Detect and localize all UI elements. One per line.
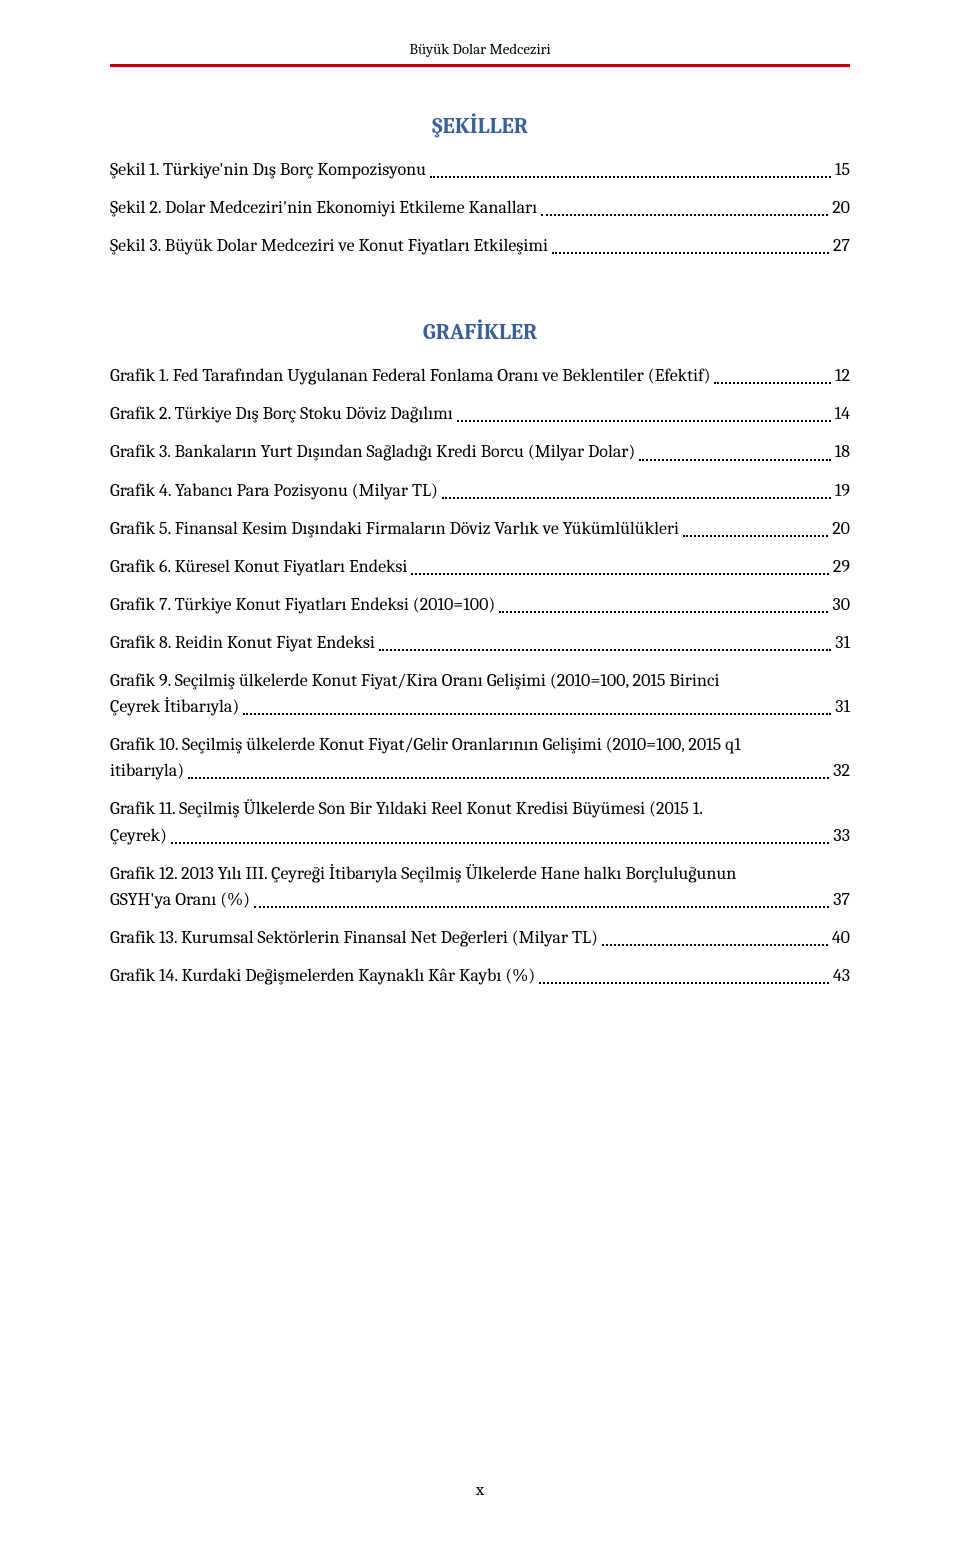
- toc-entry: Grafik 13. Kurumsal Sektörlerin Finansal…: [110, 925, 850, 951]
- toc-entry: Grafik 12. 2013 Yılı III. Çeyreği İtibar…: [110, 861, 850, 913]
- toc-entry: Grafik 8. Reidin Konut Fiyat Endeksi 31: [110, 630, 850, 656]
- toc-leader-dots: [243, 713, 831, 715]
- toc-entry-page: 40: [832, 925, 850, 951]
- toc-entry-text: Şekil 3. Büyük Dolar Medceziri ve Konut …: [110, 233, 548, 259]
- page-number: x: [0, 1481, 960, 1500]
- toc-leader-dots: [639, 459, 830, 461]
- toc-entry-text: Çeyrek İtibarıyla): [110, 694, 239, 720]
- toc-entry-text: itibarıyla): [110, 758, 184, 784]
- toc-entry-text: Grafik 4. Yabancı Para Pozisyonu (Milyar…: [110, 478, 438, 504]
- toc-entry-text: Grafik 10. Seçilmiş ülkelerde Konut Fiya…: [110, 732, 850, 758]
- toc-entry: Grafik 4. Yabancı Para Pozisyonu (Milyar…: [110, 478, 850, 504]
- toc-leader-dots: [430, 176, 831, 178]
- toc-entry-text: Grafik 7. Türkiye Konut Fiyatları Endeks…: [110, 592, 495, 618]
- toc-entry: Şekil 1. Türkiye'nin Dış Borç Kompozisyo…: [110, 157, 850, 183]
- toc-entry: Grafik 5. Finansal Kesim Dışındaki Firma…: [110, 516, 850, 542]
- toc-entry: Grafik 3. Bankaların Yurt Dışından Sağla…: [110, 439, 850, 465]
- toc-entry: Şekil 3. Büyük Dolar Medceziri ve Konut …: [110, 233, 850, 259]
- toc-leader-dots: [411, 573, 829, 575]
- toc-entry-page: 20: [832, 195, 850, 221]
- toc-entry-page: 12: [835, 363, 850, 389]
- toc-grafikler: Grafik 1. Fed Tarafından Uygulanan Feder…: [110, 363, 850, 989]
- toc-entry-page: 32: [833, 758, 850, 784]
- toc-leader-dots: [539, 982, 829, 984]
- toc-entry-page: 31: [835, 630, 850, 656]
- toc-entry-page: 31: [835, 694, 850, 720]
- toc-entry-text: Şekil 2. Dolar Medceziri'nin Ekonomiyi E…: [110, 195, 537, 221]
- section-title-grafikler: GRAFİKLER: [110, 319, 850, 345]
- toc-leader-dots: [602, 944, 828, 946]
- toc-leader-dots: [254, 906, 829, 908]
- toc-entry-text: Grafik 9. Seçilmiş ülkelerde Konut Fiyat…: [110, 668, 850, 694]
- toc-entry-page: 30: [832, 592, 850, 618]
- toc-entry-text: Grafik 13. Kurumsal Sektörlerin Finansal…: [110, 925, 598, 951]
- toc-entry-text: Grafik 6. Küresel Konut Fiyatları Endeks…: [110, 554, 407, 580]
- toc-leader-dots: [714, 382, 831, 384]
- toc-leader-dots: [683, 535, 828, 537]
- toc-entry-page: 29: [833, 554, 850, 580]
- toc-entry-page: 19: [835, 478, 850, 504]
- toc-entry-text: Grafik 11. Seçilmiş Ülkelerde Son Bir Yı…: [110, 796, 850, 822]
- running-head: Büyük Dolar Medceziri: [110, 40, 850, 58]
- toc-leader-dots: [552, 252, 829, 254]
- toc-entry-page: 14: [835, 401, 850, 427]
- toc-entry-page: 33: [833, 823, 850, 849]
- toc-entry-text: Grafik 14. Kurdaki Değişmelerden Kaynakl…: [110, 963, 535, 989]
- toc-entry: Grafik 2. Türkiye Dış Borç Stoku Döviz D…: [110, 401, 850, 427]
- toc-leader-dots: [457, 420, 831, 422]
- toc-entry-page: 27: [833, 233, 850, 259]
- toc-entry-text: Grafik 8. Reidin Konut Fiyat Endeksi: [110, 630, 375, 656]
- toc-sekiller: Şekil 1. Türkiye'nin Dış Borç Kompozisyo…: [110, 157, 850, 259]
- toc-leader-dots: [379, 649, 831, 651]
- toc-entry-text: Grafik 2. Türkiye Dış Borç Stoku Döviz D…: [110, 401, 453, 427]
- section-title-sekiller: ŞEKİLLER: [110, 113, 850, 139]
- toc-entry: Grafik 10. Seçilmiş ülkelerde Konut Fiya…: [110, 732, 850, 784]
- header-rule: [110, 64, 850, 67]
- toc-entry-page: 20: [832, 516, 850, 542]
- toc-entry: Grafik 14. Kurdaki Değişmelerden Kaynakl…: [110, 963, 850, 989]
- toc-entry: Grafik 11. Seçilmiş Ülkelerde Son Bir Yı…: [110, 796, 850, 848]
- toc-entry: Grafik 6. Küresel Konut Fiyatları Endeks…: [110, 554, 850, 580]
- toc-entry-text: Şekil 1. Türkiye'nin Dış Borç Kompozisyo…: [110, 157, 426, 183]
- toc-entry: Grafik 7. Türkiye Konut Fiyatları Endeks…: [110, 592, 850, 618]
- toc-entry-text: Grafik 3. Bankaların Yurt Dışından Sağla…: [110, 439, 635, 465]
- toc-entry-text: Grafik 1. Fed Tarafından Uygulanan Feder…: [110, 363, 710, 389]
- toc-entry-text: GSYH'ya Oranı (%): [110, 887, 250, 913]
- toc-entry-page: 37: [833, 887, 850, 913]
- toc-entry: Grafik 9. Seçilmiş ülkelerde Konut Fiyat…: [110, 668, 850, 720]
- toc-entry-text: Grafik 5. Finansal Kesim Dışındaki Firma…: [110, 516, 679, 542]
- toc-entry-text: Çeyrek): [110, 823, 167, 849]
- toc-leader-dots: [499, 611, 828, 613]
- toc-entry-page: 43: [833, 963, 850, 989]
- toc-entry: Grafik 1. Fed Tarafından Uygulanan Feder…: [110, 363, 850, 389]
- toc-leader-dots: [442, 497, 831, 499]
- toc-entry-page: 18: [835, 439, 850, 465]
- toc-leader-dots: [188, 777, 829, 779]
- toc-leader-dots: [541, 214, 828, 216]
- toc-entry-page: 15: [835, 157, 850, 183]
- toc-entry: Şekil 2. Dolar Medceziri'nin Ekonomiyi E…: [110, 195, 850, 221]
- toc-leader-dots: [171, 842, 829, 844]
- toc-entry-text: Grafik 12. 2013 Yılı III. Çeyreği İtibar…: [110, 861, 850, 887]
